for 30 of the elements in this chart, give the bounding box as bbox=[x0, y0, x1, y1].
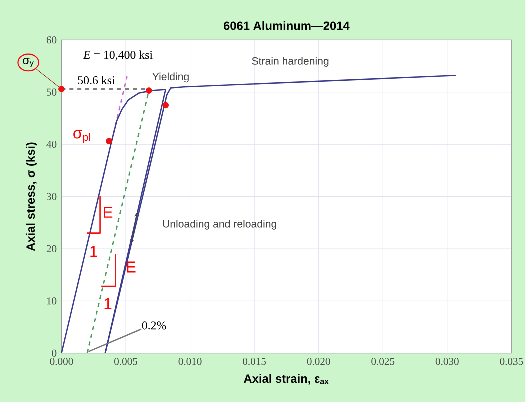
text: σ$_{y}$ bbox=[23, 58, 34, 68]
x-tick-label: 0.035 bbox=[500, 358, 524, 366]
x-tick-label: 0.030 bbox=[436, 358, 459, 366]
annotation: E bbox=[127, 262, 136, 273]
chart-title: 6061 Aluminum—2014 bbox=[224, 21, 350, 30]
y-tick-label: 10 bbox=[47, 298, 57, 305]
y-tick-label: 40 bbox=[46, 140, 57, 148]
x-tick-label: 0.005 bbox=[114, 358, 138, 366]
x-tick-label: 0.020 bbox=[307, 358, 330, 366]
annotation: E = 10,400 ksi bbox=[83, 50, 153, 61]
y-tick-label: 60 bbox=[46, 36, 57, 44]
y-tick-label: 50 bbox=[47, 88, 57, 96]
x-tick-label: 0.000 bbox=[50, 358, 74, 366]
x-tick-label: 0.010 bbox=[178, 358, 202, 366]
annotation: 1 bbox=[90, 246, 98, 257]
annotation: E bbox=[104, 206, 113, 218]
y-axis-title: Axial stress, σ (ksi) bbox=[26, 142, 38, 252]
y-tick-label: 20 bbox=[46, 245, 57, 252]
y-tick-label: 30 bbox=[46, 193, 57, 200]
annotation: Yielding bbox=[152, 72, 189, 83]
annotation: Unloading and reloading bbox=[163, 220, 276, 230]
annotation: 0.2% bbox=[142, 322, 166, 330]
annotation: 50.6 ksi bbox=[78, 76, 116, 84]
annotation: 1 bbox=[104, 298, 112, 310]
x-tick-label: 0.025 bbox=[372, 358, 395, 366]
annotation: Strain hardening bbox=[252, 57, 329, 67]
y-tick-label: 0 bbox=[52, 350, 57, 357]
x-axis-title: Axial strain, ε$_{ax}$ bbox=[244, 374, 329, 385]
annotation: σ$_{pl}$ bbox=[74, 130, 90, 144]
x-tick-label: 0.015 bbox=[243, 358, 266, 366]
